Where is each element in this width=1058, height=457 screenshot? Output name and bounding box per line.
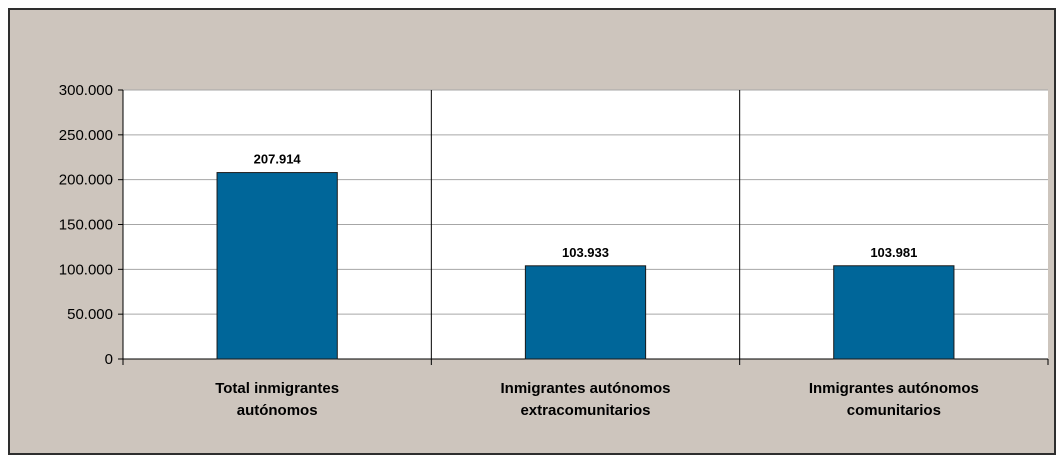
data-label: 207.914 (254, 152, 302, 167)
category-label: autónomos (237, 402, 318, 419)
category-label: Inmigrantes autónomos (500, 380, 670, 397)
category-label: comunitarios (847, 402, 941, 419)
y-tick-label: 50.000 (67, 306, 113, 323)
y-tick-label: 150.000 (59, 217, 113, 234)
category-label: extracomunitarios (520, 402, 650, 419)
bar-chart: 0 50.000 100.000 150.000 200.000 250.000 300.0… (59, 82, 1049, 419)
y-tick-label: 250.000 (59, 127, 113, 144)
y-tick-label: 0 (105, 351, 113, 368)
category-label: Inmigrantes autónomos (809, 380, 979, 397)
category-label: Total inmigrantes (215, 380, 339, 397)
chart-frame: 0 50.000 100.000 150.000 200.000 250.000 300.0… (8, 8, 1056, 455)
bar (524, 265, 647, 360)
data-label: 103.981 (870, 245, 917, 260)
data-label: 103.933 (562, 245, 609, 260)
bar (833, 265, 955, 360)
y-tick-label: 100.000 (59, 261, 113, 278)
bar (216, 172, 338, 360)
y-tick-label: 200.000 (59, 172, 113, 189)
y-tick-label: 300.000 (59, 82, 113, 99)
